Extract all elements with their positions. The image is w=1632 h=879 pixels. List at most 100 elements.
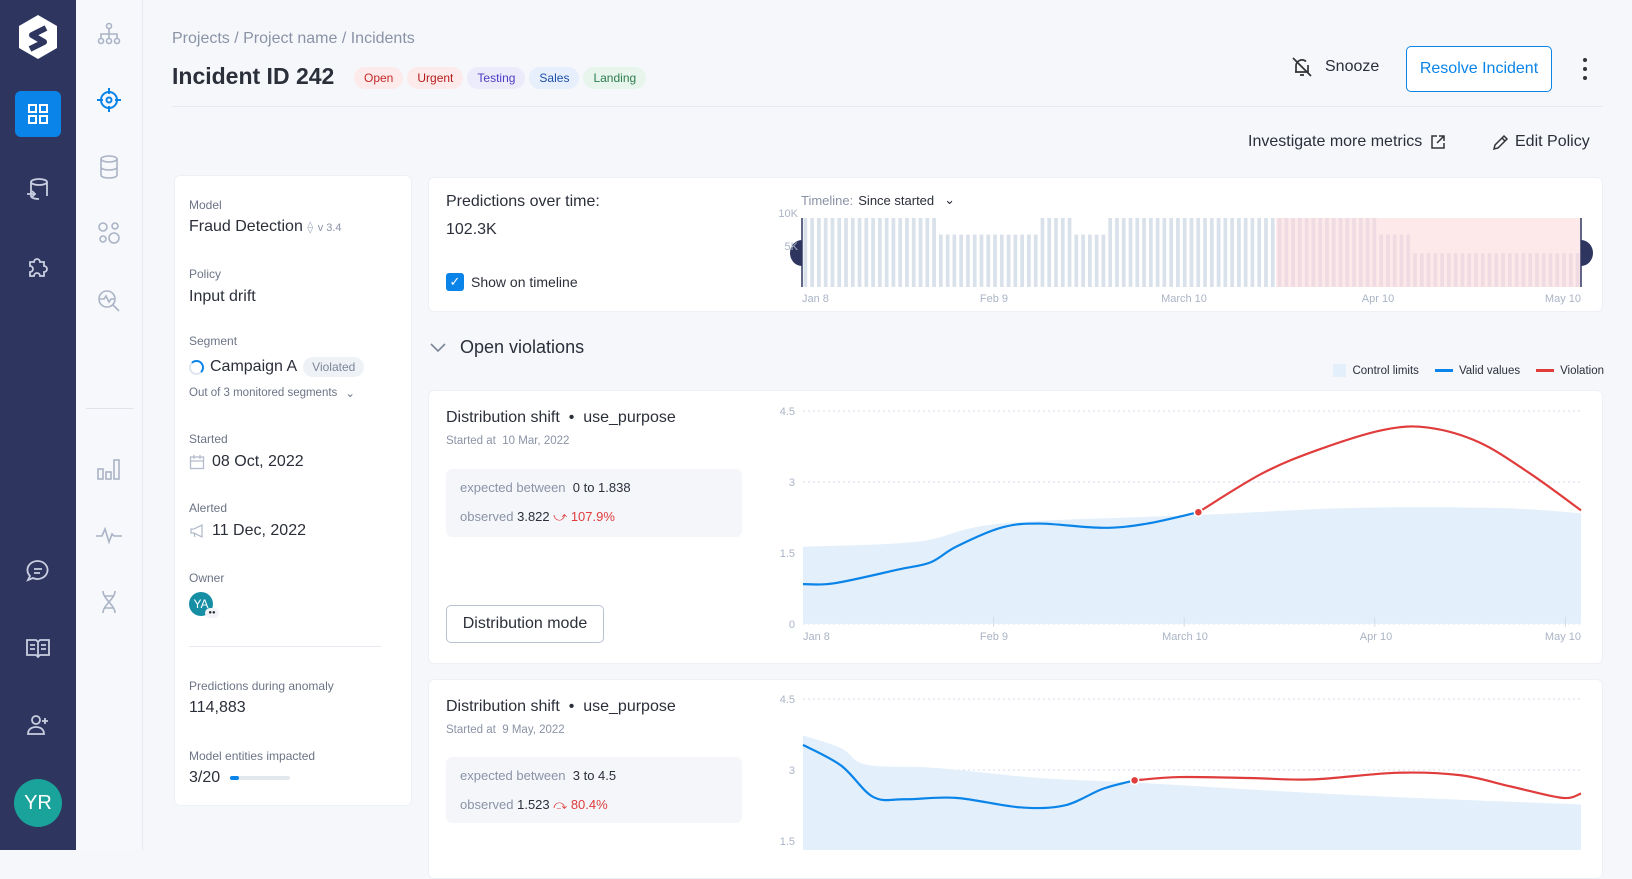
expected-value: 3 to 4.5 [572, 768, 617, 783]
prediction-bar [1230, 218, 1234, 287]
entities-value: 3/20 [189, 769, 221, 786]
alerted-value: 11 Dec, 2022 [189, 522, 306, 540]
x-tick-label: March 10 [1162, 631, 1208, 643]
models-icon[interactable] [96, 220, 122, 246]
chevron-down-icon [430, 342, 446, 352]
violation-started: Started at 9 May, 2022 [446, 724, 565, 736]
violation-region [1276, 218, 1581, 287]
prediction-bar [1250, 218, 1255, 287]
control-limits-band [803, 507, 1581, 624]
prediction-bar [884, 218, 889, 287]
target-icon[interactable] [96, 87, 122, 113]
policy-value: Input drift [189, 288, 256, 305]
prediction-bar [1176, 218, 1180, 287]
resolve-incident-button[interactable]: Resolve Incident [1406, 46, 1552, 92]
violation-type: Distribution shift [446, 698, 560, 715]
open-violations-title: Open violations [460, 337, 585, 357]
bell-off-icon [1292, 57, 1312, 77]
prediction-bar [1203, 218, 1207, 287]
grid-icon [28, 104, 48, 124]
change-value: 80.4% [570, 797, 608, 812]
chat-icon[interactable] [25, 558, 51, 584]
breadcrumb[interactable]: Projects / Project name / Incidents [172, 30, 415, 47]
violation-feature: use_purpose [583, 698, 676, 715]
user-avatar[interactable]: YR [14, 779, 62, 827]
dna-icon[interactable] [100, 589, 118, 615]
book-icon[interactable] [25, 635, 51, 661]
database-icon[interactable] [98, 154, 120, 180]
started-label: Started [189, 432, 228, 446]
pred-anomaly-label: Predictions during anomaly [189, 679, 334, 693]
prediction-bar [837, 218, 842, 287]
prediction-bar [844, 218, 848, 287]
legend-valid-values: Valid values [1434, 365, 1520, 377]
prediction-bar [1237, 218, 1241, 287]
prediction-bar [1270, 218, 1275, 287]
prediction-bar [1067, 218, 1072, 287]
logo-icon[interactable] [16, 13, 60, 61]
prediction-bar [1047, 218, 1052, 287]
pencil-icon [1492, 134, 1509, 150]
prediction-bar [1264, 218, 1268, 287]
policy-label: Policy [189, 267, 222, 281]
y-tick-label: 1.5 [780, 548, 795, 560]
prediction-bar [979, 234, 984, 287]
prediction-bar [1257, 218, 1262, 287]
search-pulse-icon[interactable] [96, 288, 122, 314]
segment-label: Segment [189, 334, 238, 348]
model-value[interactable]: Fraud Detection ⟠ v 3.4 [189, 218, 342, 236]
prediction-bar [972, 234, 977, 287]
prediction-bar [1094, 234, 1099, 287]
show-on-timeline-checkbox[interactable]: ✓ Show on timeline [446, 273, 578, 291]
more-options-icon[interactable] [1580, 58, 1590, 80]
distribution-mode-button[interactable]: Distribution mode [446, 605, 604, 643]
prediction-bar [1040, 218, 1045, 287]
valid-values-line [802, 511, 1199, 586]
prediction-bar [1209, 218, 1214, 287]
prediction-bar [959, 234, 964, 287]
x-tick-label: Feb 9 [980, 631, 1008, 643]
header-divider [172, 106, 1603, 107]
prediction-bar [952, 234, 957, 287]
snooze-button[interactable]: Snooze [1291, 56, 1379, 78]
x-tick-label: Apr 10 [1362, 293, 1394, 305]
range-handle-left [790, 240, 802, 266]
snooze-label: Snooze [1325, 58, 1380, 75]
y-tick-label: 4.5 [780, 694, 795, 706]
y-tick-label: 1.5 [780, 836, 795, 848]
timeline-dropdown[interactable]: Timeline: Since started ⌄ [801, 192, 955, 208]
pulse-icon[interactable] [95, 525, 123, 545]
x-tick-label: March 10 [1161, 293, 1207, 305]
nav-dashboard-button[interactable] [15, 91, 61, 137]
add-user-icon[interactable] [25, 712, 51, 738]
prediction-bar [1169, 218, 1174, 287]
x-tick-label: Feb 9 [980, 293, 1008, 305]
started-value: 08 Oct, 2022 [189, 453, 304, 471]
hierarchy-icon[interactable] [97, 22, 121, 46]
details-divider [189, 646, 381, 647]
bar-chart-icon[interactable] [96, 457, 122, 481]
control-limits-band [803, 735, 1581, 850]
prediction-bar [850, 218, 855, 287]
prediction-bar [1155, 218, 1160, 287]
prediction-bar [864, 218, 869, 287]
observed-label: observed [460, 797, 514, 812]
violation-start-point [1193, 507, 1204, 517]
chart-legend: Control limits Valid values Violation [1333, 364, 1604, 377]
model-version: v 3.4 [317, 222, 342, 234]
violation-feature: use_purpose [583, 409, 676, 426]
prediction-bar [857, 218, 862, 287]
prediction-bar [905, 218, 909, 287]
tag-open: Open [354, 67, 404, 89]
violation-line [1197, 425, 1582, 514]
puzzle-icon[interactable] [25, 254, 51, 280]
expected-value: 0 to 1.838 [572, 480, 631, 495]
database-sync-icon[interactable] [25, 177, 51, 203]
segment-progress-icon [189, 359, 204, 375]
edit-policy-button[interactable]: Edit Policy [1492, 133, 1590, 151]
prediction-bar [925, 218, 930, 287]
open-violations-toggle[interactable]: Open violations [430, 337, 584, 358]
investigate-metrics-link[interactable]: Investigate more metrics [1248, 133, 1446, 151]
segment-dropdown[interactable]: Out of 3 monitored segments ⌄ [189, 386, 355, 400]
observed-value: 3.822 [517, 509, 550, 524]
